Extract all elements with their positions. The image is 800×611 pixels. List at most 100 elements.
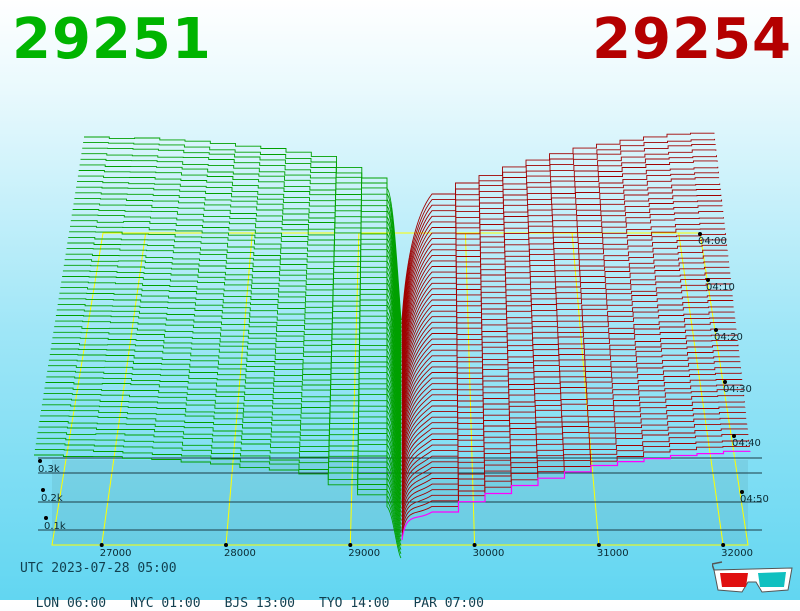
bid-depth-curve bbox=[64, 259, 402, 412]
bid-depth-curve bbox=[39, 421, 402, 534]
ask-depth-curve bbox=[401, 344, 739, 467]
bid-depth-curve bbox=[55, 320, 402, 458]
price-gridline bbox=[101, 232, 147, 546]
city-time-bjs: BJS 13:00 bbox=[224, 596, 296, 611]
ask-depth-curve bbox=[401, 283, 732, 425]
bid-depth-curve bbox=[61, 281, 402, 429]
ask-depth-curve bbox=[401, 211, 724, 375]
bid-depth-curve bbox=[48, 359, 402, 488]
bid-depth-curve bbox=[51, 342, 402, 475]
ask-depth-curve bbox=[401, 317, 736, 448]
time-tick-label: 04:30 bbox=[723, 384, 752, 395]
bid-depth-curve bbox=[48, 365, 402, 492]
bid-depth-curve bbox=[80, 158, 402, 337]
price-tick-label: 29000 bbox=[348, 548, 380, 559]
time-tick-label: 04:00 bbox=[698, 236, 727, 247]
ask-depth-curve bbox=[401, 306, 734, 440]
time-tick-dot bbox=[723, 380, 727, 384]
bid-depth-curve bbox=[53, 331, 402, 467]
bid-depth-curve bbox=[41, 404, 402, 521]
time-tick-dot bbox=[732, 434, 736, 438]
bid-depth-curve bbox=[84, 136, 402, 321]
ask-depth-curve bbox=[401, 272, 731, 417]
bid-depth-curve bbox=[41, 409, 402, 525]
bid-depth-curve bbox=[69, 231, 402, 392]
bid-depth-curve bbox=[49, 354, 402, 483]
price-tick-dot bbox=[596, 543, 601, 547]
ask-depth-curve bbox=[401, 300, 734, 436]
bid-depth-curve bbox=[40, 415, 402, 529]
bid-depth-curve bbox=[62, 270, 402, 421]
price-gridline bbox=[464, 232, 476, 546]
bid-depth-curve bbox=[70, 225, 402, 387]
bid-depth-curve bbox=[37, 432, 402, 542]
bid-depth-curve bbox=[70, 220, 402, 383]
ask-depth-curve bbox=[401, 238, 727, 394]
bid-depth-curve bbox=[62, 276, 402, 425]
ask-depth-current-curve bbox=[401, 450, 751, 541]
ask-depth-curve bbox=[401, 295, 733, 432]
price-gridline bbox=[571, 232, 600, 546]
ask-depth-curve bbox=[401, 149, 717, 332]
ask-depth-curve bbox=[401, 379, 743, 490]
ask-depth-curve bbox=[401, 217, 724, 378]
depth-tick-dot bbox=[38, 459, 42, 463]
time-tick-dot bbox=[706, 278, 710, 282]
bid-depth-curve bbox=[44, 387, 402, 509]
ask-depth-curve bbox=[401, 406, 746, 510]
bid-depth-curve bbox=[63, 264, 402, 417]
ask-depth-curve bbox=[401, 389, 744, 498]
ask-depth-curve bbox=[401, 183, 721, 355]
ask-depth-curve bbox=[401, 445, 750, 537]
bid-depth-curve bbox=[74, 197, 402, 366]
ask-depth-curve bbox=[401, 423, 748, 521]
bid-depth-curve bbox=[43, 393, 402, 513]
bid-depth-curve bbox=[47, 370, 402, 496]
time-tick-dot bbox=[698, 232, 702, 236]
bid-depth-curve bbox=[77, 175, 402, 350]
bid-depth-curve bbox=[67, 242, 402, 400]
ask-depth-curve bbox=[401, 222, 725, 382]
bid-depth-curve bbox=[73, 203, 402, 371]
bid-depth-curve bbox=[34, 454, 402, 559]
ask-depth-curve bbox=[401, 266, 730, 413]
ask-depth-curve bbox=[401, 411, 747, 514]
price-tick-dot bbox=[472, 543, 477, 547]
depth-tick-label: 0.2k bbox=[41, 493, 63, 504]
price-tick-dot bbox=[224, 543, 228, 547]
ask-depth-curve bbox=[401, 328, 737, 456]
ask-depth-curve bbox=[401, 356, 740, 475]
bid-depth-curve bbox=[34, 448, 402, 555]
ask-depth-curve bbox=[401, 244, 728, 398]
ask-depth-curve bbox=[401, 372, 742, 487]
depth-tick-dot bbox=[44, 516, 48, 520]
ask-depth-curve bbox=[401, 394, 745, 502]
time-tick-label: 04:40 bbox=[732, 438, 761, 449]
ask-price: 29254 bbox=[592, 7, 792, 72]
bid-depth-curve bbox=[71, 214, 402, 379]
bid-depth-curve bbox=[52, 337, 402, 471]
utc-timestamp: UTC 2023-07-28 05:00 bbox=[20, 561, 177, 576]
bid-depth-curve bbox=[82, 147, 402, 329]
bid-depth-curve bbox=[65, 253, 402, 408]
price-tick-label: 32000 bbox=[721, 548, 753, 559]
bid-depth-curve bbox=[36, 437, 402, 546]
price-tick-label: 31000 bbox=[597, 548, 629, 559]
time-tick-label: 04:50 bbox=[740, 494, 769, 505]
bid-depth-curve bbox=[77, 181, 402, 354]
bid-depth-curve bbox=[66, 248, 402, 404]
ask-depth-curve bbox=[401, 188, 721, 359]
ask-depth-curve bbox=[401, 367, 741, 483]
ask-depth-curve bbox=[401, 261, 729, 409]
ask-depth-curve bbox=[401, 233, 726, 390]
3d-glasses-icon[interactable] bbox=[712, 560, 794, 594]
city-time-lon: LON 06:00 bbox=[35, 596, 107, 611]
ask-depth-curve bbox=[401, 311, 735, 444]
time-tick-dot bbox=[714, 328, 718, 332]
ask-depth-curve bbox=[401, 433, 749, 529]
ask-depth-curve bbox=[401, 138, 716, 324]
bid-depth-curve bbox=[46, 376, 402, 500]
depth-tick-label: 0.3k bbox=[38, 464, 60, 475]
bid-depth-curve bbox=[56, 309, 402, 450]
bid-depth-curve bbox=[76, 186, 402, 358]
